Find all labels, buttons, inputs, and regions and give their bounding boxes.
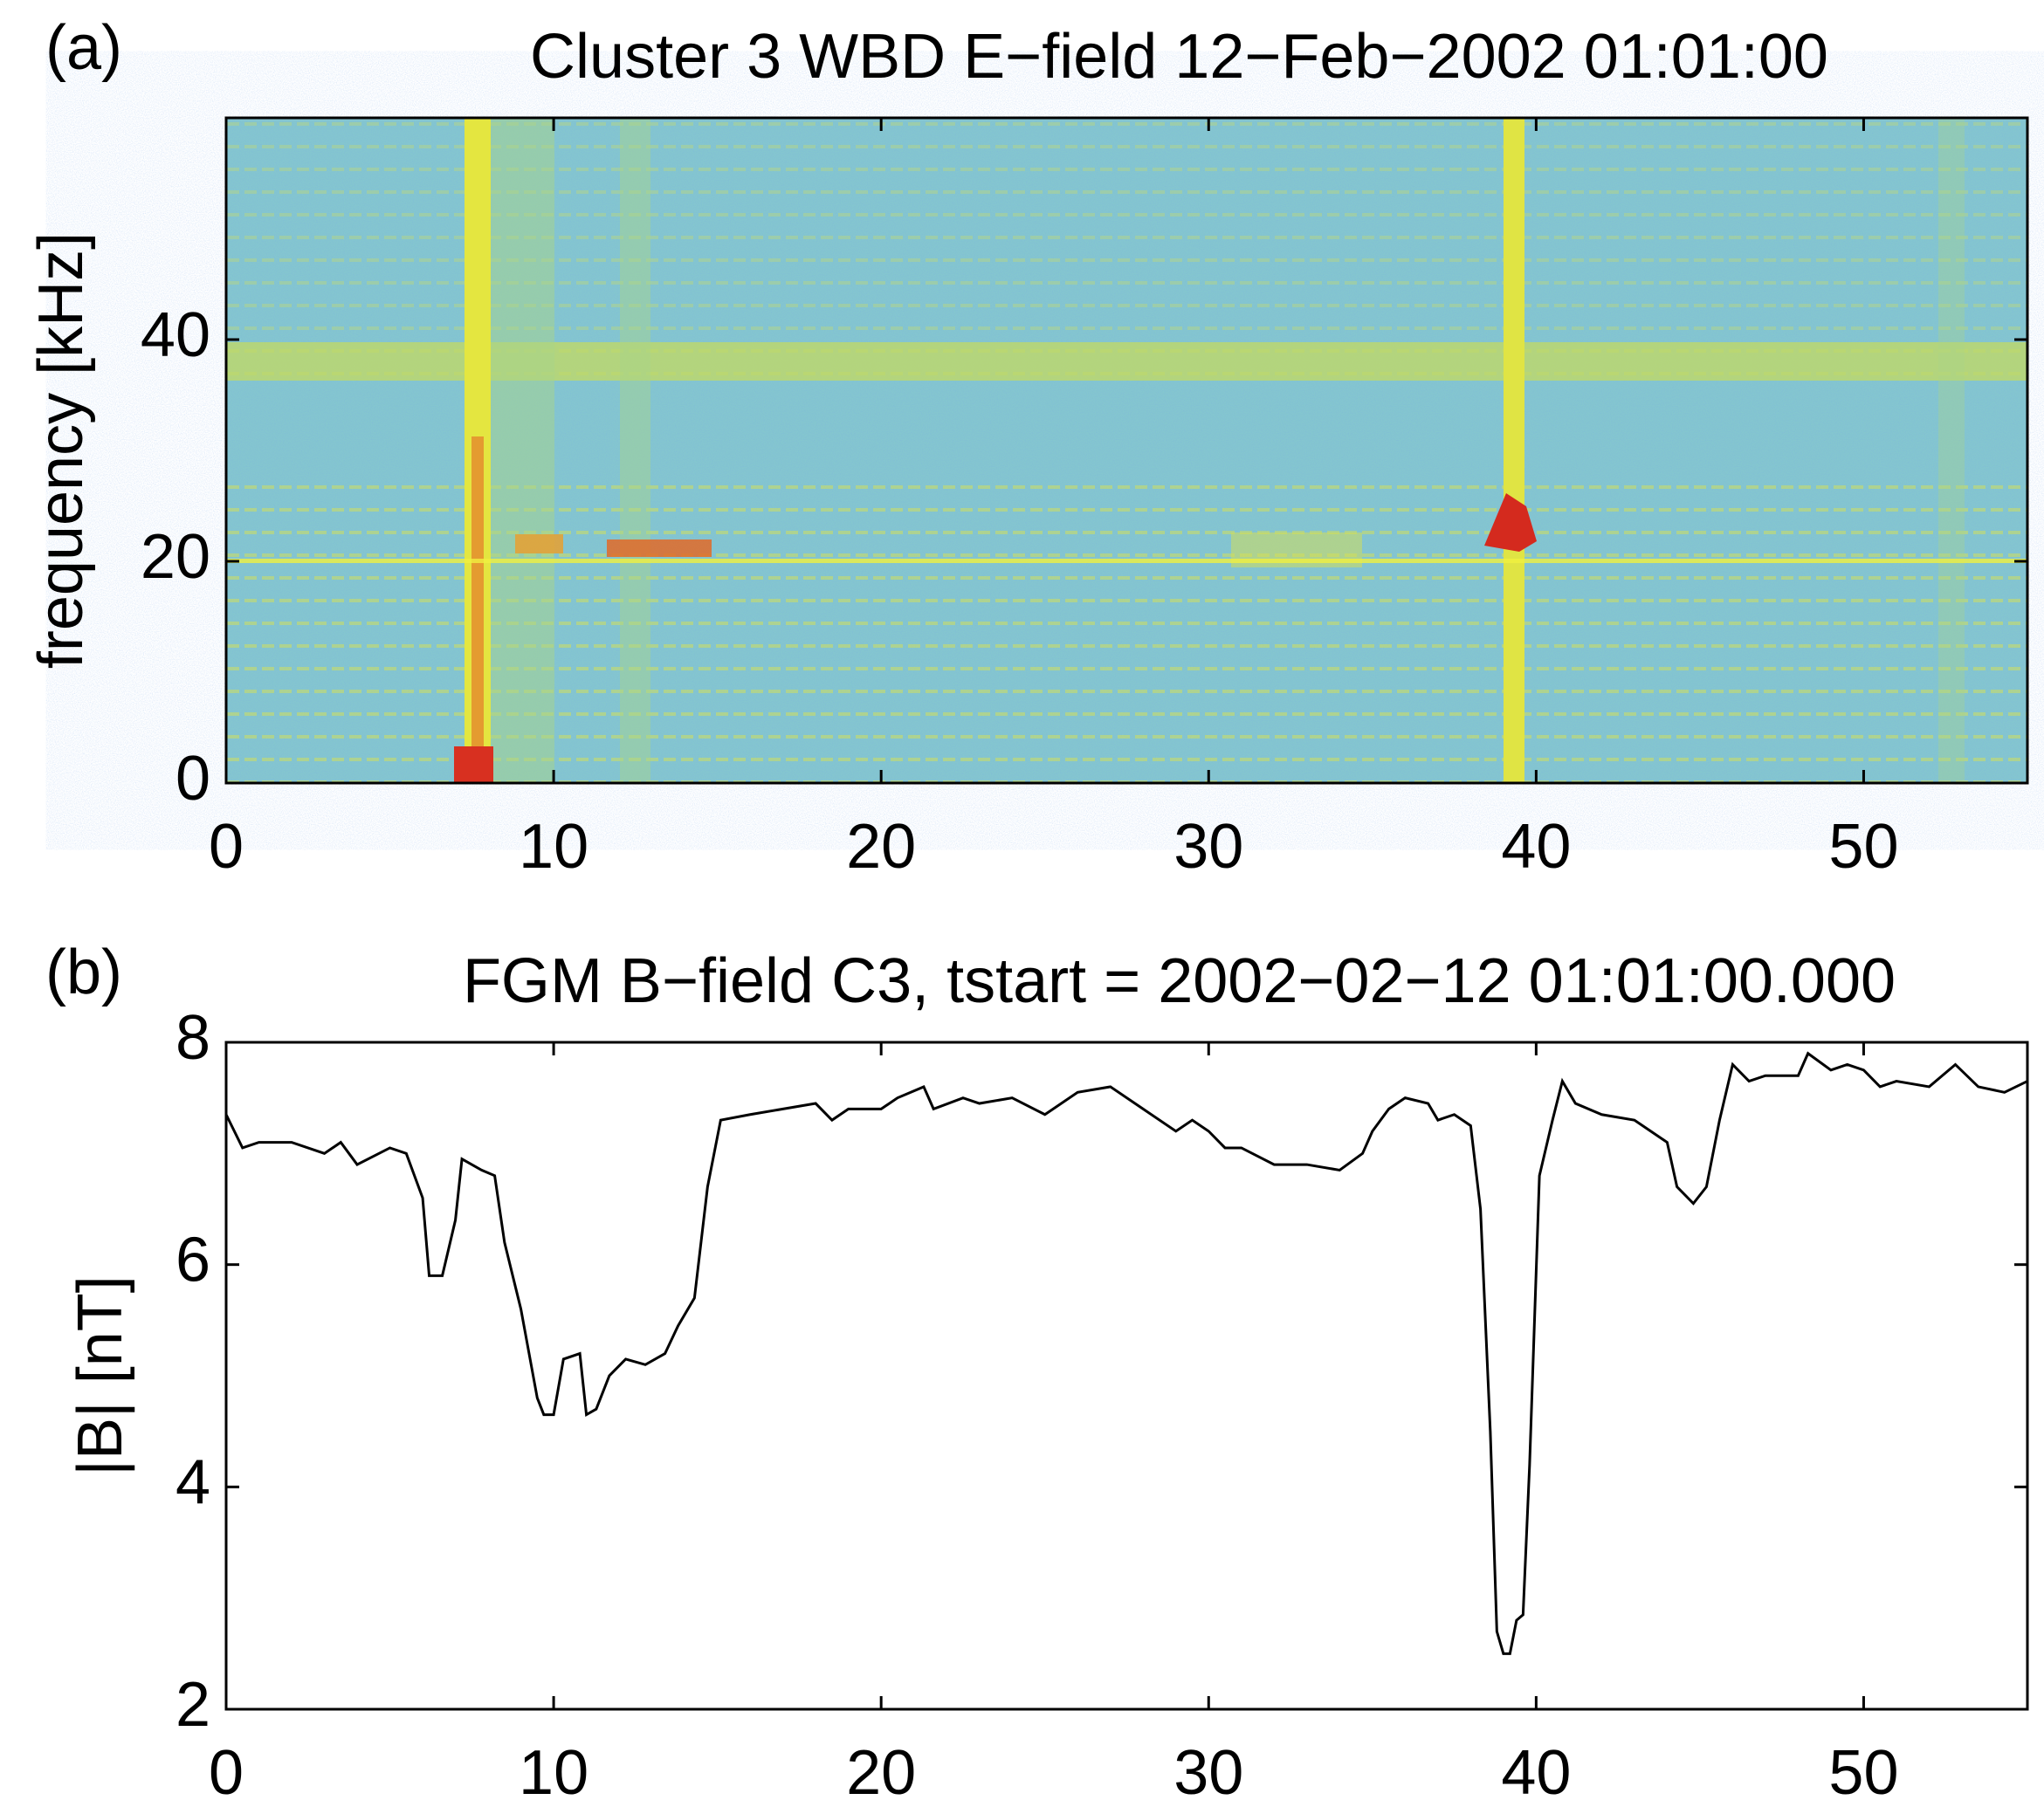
y-tick-label: 2 (175, 1670, 210, 1740)
x-tick-label: 40 (1501, 1738, 1571, 1807)
x-tick-label: 10 (519, 1738, 588, 1807)
chart-title: FGM B−field C3, tstart = 2002−02−12 01:0… (463, 946, 1896, 1016)
x-tick-label: 20 (846, 812, 916, 882)
x-tick-label: 0 (209, 1738, 244, 1807)
x-tick-label: 30 (1173, 1738, 1243, 1807)
x-tick-label: 30 (1173, 812, 1243, 882)
y-tick-label: 0 (175, 744, 210, 814)
x-tick-label: 50 (1828, 812, 1898, 882)
y-tick-label: 20 (141, 522, 210, 592)
y-tick-label: 4 (175, 1447, 210, 1517)
x-tick-label: 10 (519, 812, 588, 882)
y-tick-label: 40 (141, 300, 210, 370)
spectrogram-image (226, 118, 2027, 783)
x-tick-label: 0 (209, 812, 244, 882)
x-tick-label: 50 (1828, 1738, 1898, 1807)
y-axis-label: |B| [nT] (65, 1275, 135, 1475)
y-axis-label: frequency [kHz] (26, 232, 96, 669)
plot-frame (224, 1041, 2029, 1711)
x-tick-label: 20 (846, 1738, 916, 1807)
plot-frame (224, 116, 2029, 785)
chart-title: Cluster 3 WBD E−field 12−Feb−2002 01:01:… (530, 22, 1828, 92)
panel-label: (a) (45, 13, 122, 83)
y-tick-label: 8 (175, 1003, 210, 1073)
data-line (224, 1051, 2028, 1655)
x-tick-label: 40 (1501, 812, 1571, 882)
panel-label: (b) (45, 938, 122, 1007)
y-tick-label: 6 (175, 1226, 210, 1295)
